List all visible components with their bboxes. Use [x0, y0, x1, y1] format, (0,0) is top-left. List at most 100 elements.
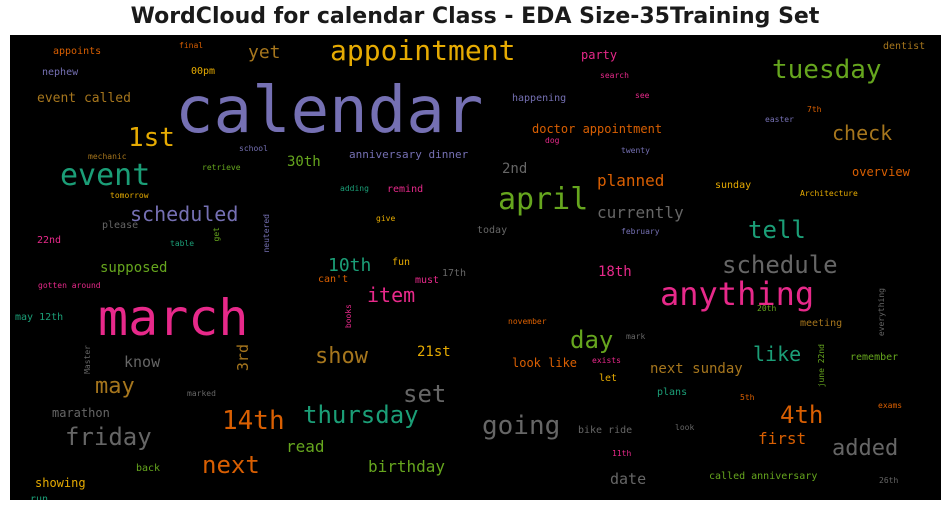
word-exams: exams [878, 401, 903, 410]
word-like: like [753, 342, 802, 366]
word-4th: 4th [780, 401, 824, 429]
word-get: get [212, 227, 221, 242]
word-date: date [610, 470, 647, 488]
word-doctor-appointment: doctor appointment [532, 122, 663, 136]
word-retrieve: retrieve [202, 163, 241, 172]
word-22nd: 22nd [37, 235, 62, 246]
word-marked: marked [187, 389, 216, 398]
word-event: event [60, 158, 151, 193]
word-gotten-around: gotten around [38, 281, 101, 290]
word-appointment: appointment [330, 35, 516, 67]
word-search: search [600, 71, 629, 80]
word-yet: yet [248, 42, 281, 63]
word-plans: plans [657, 387, 688, 398]
word-may: may [95, 374, 135, 399]
word-calendar: calendar [175, 74, 484, 148]
word-next: next [202, 451, 260, 479]
word-7th: 7th [807, 105, 822, 114]
word-master: Master [83, 345, 92, 374]
word-give: give [376, 214, 396, 223]
word-mechanic: mechanic [88, 152, 127, 161]
word-remember: remember [850, 352, 899, 363]
word-happening: happening [512, 93, 567, 104]
word-fun: fun [392, 257, 411, 268]
word-tuesday: tuesday [772, 55, 882, 85]
word-everything: everything [877, 288, 886, 337]
word-26th: 26th [879, 476, 899, 485]
word-look: look [675, 423, 695, 432]
word-tell: tell [748, 216, 806, 244]
word-20th: 20th [757, 304, 777, 313]
word-30th: 30th [287, 154, 321, 170]
word-thursday: thursday [303, 401, 419, 429]
word-item: item [367, 283, 416, 307]
word-check: check [832, 121, 893, 145]
word-going: going [482, 411, 561, 441]
word-school: school [239, 144, 268, 153]
word-know: know [124, 353, 161, 371]
word-june-22nd: june 22nd [817, 344, 826, 388]
word-look-like: look like [512, 356, 578, 370]
word-21st: 21st [417, 344, 451, 360]
word-read: read [286, 437, 325, 456]
word-neutered: neutered [262, 214, 271, 253]
word-5th: 5th [740, 393, 755, 402]
word-can-t: can't [318, 274, 349, 285]
word-added: added [832, 436, 899, 461]
word-14th: 14th [222, 406, 285, 436]
word-set: set [403, 380, 447, 408]
word-architecture: Architecture [800, 189, 858, 198]
word-currently: currently [597, 203, 684, 222]
word-exists: exists [592, 356, 621, 365]
word-please: please [102, 220, 139, 231]
word-called-anniversary: called anniversary [709, 471, 818, 482]
word-day: day [570, 326, 614, 354]
word-back: back [136, 463, 161, 474]
word-today: today [477, 225, 508, 236]
word-cloud: calendar march appointment anything tuesday e… [10, 35, 941, 500]
chart-title: WordCloud for calendar Class - EDA Size-… [130, 4, 820, 29]
word-april: april [498, 182, 589, 217]
word-books: books [344, 304, 353, 329]
word-february: february [621, 227, 660, 236]
word-adding: adding [340, 184, 369, 193]
word-see: see [635, 91, 650, 100]
word-00pm: 00pm [191, 66, 216, 77]
word-november: november [508, 317, 547, 326]
word-scheduled: scheduled [130, 202, 239, 226]
word-birthday: birthday [368, 457, 446, 476]
word-1st: 1st [128, 123, 175, 153]
word-may-12th: may 12th [15, 312, 64, 323]
word-3rd: 3rd [234, 344, 252, 372]
word-must: must [415, 275, 440, 286]
word-bike-ride: bike ride [578, 425, 633, 436]
word-schedule: schedule [722, 251, 838, 279]
word-planned: planned [597, 171, 665, 190]
word-next-sunday: next sunday [650, 361, 743, 377]
word-friday: friday [65, 423, 152, 451]
word-remind: remind [387, 184, 424, 195]
word-overview: overview [852, 165, 910, 179]
word-show: show [315, 344, 368, 369]
word-11th: 11th [612, 449, 632, 458]
word-sunday: sunday [715, 180, 752, 191]
word-showing: showing [35, 476, 86, 490]
word-event-called: event called [37, 91, 131, 106]
word-18th: 18th [598, 264, 632, 280]
word-dog: dog [545, 136, 560, 145]
word-supposed: supposed [100, 260, 168, 276]
word-tomorrow: tomorrow [110, 191, 149, 200]
word-anniversary-dinner: anniversary dinner [349, 148, 469, 161]
word-17th: 17th [442, 268, 467, 279]
word-nephew: nephew [42, 67, 79, 78]
word-appoints: appoints [53, 46, 102, 57]
word-first: first [758, 429, 807, 448]
word-easter: easter [765, 115, 794, 124]
word-march: march [98, 289, 249, 347]
word-anything: anything [660, 275, 815, 313]
word-twenty: twenty [621, 146, 650, 155]
word-run: run [30, 494, 49, 501]
word-2nd: 2nd [502, 161, 528, 177]
word-10th: 10th [328, 255, 372, 276]
word-party: party [581, 48, 618, 62]
